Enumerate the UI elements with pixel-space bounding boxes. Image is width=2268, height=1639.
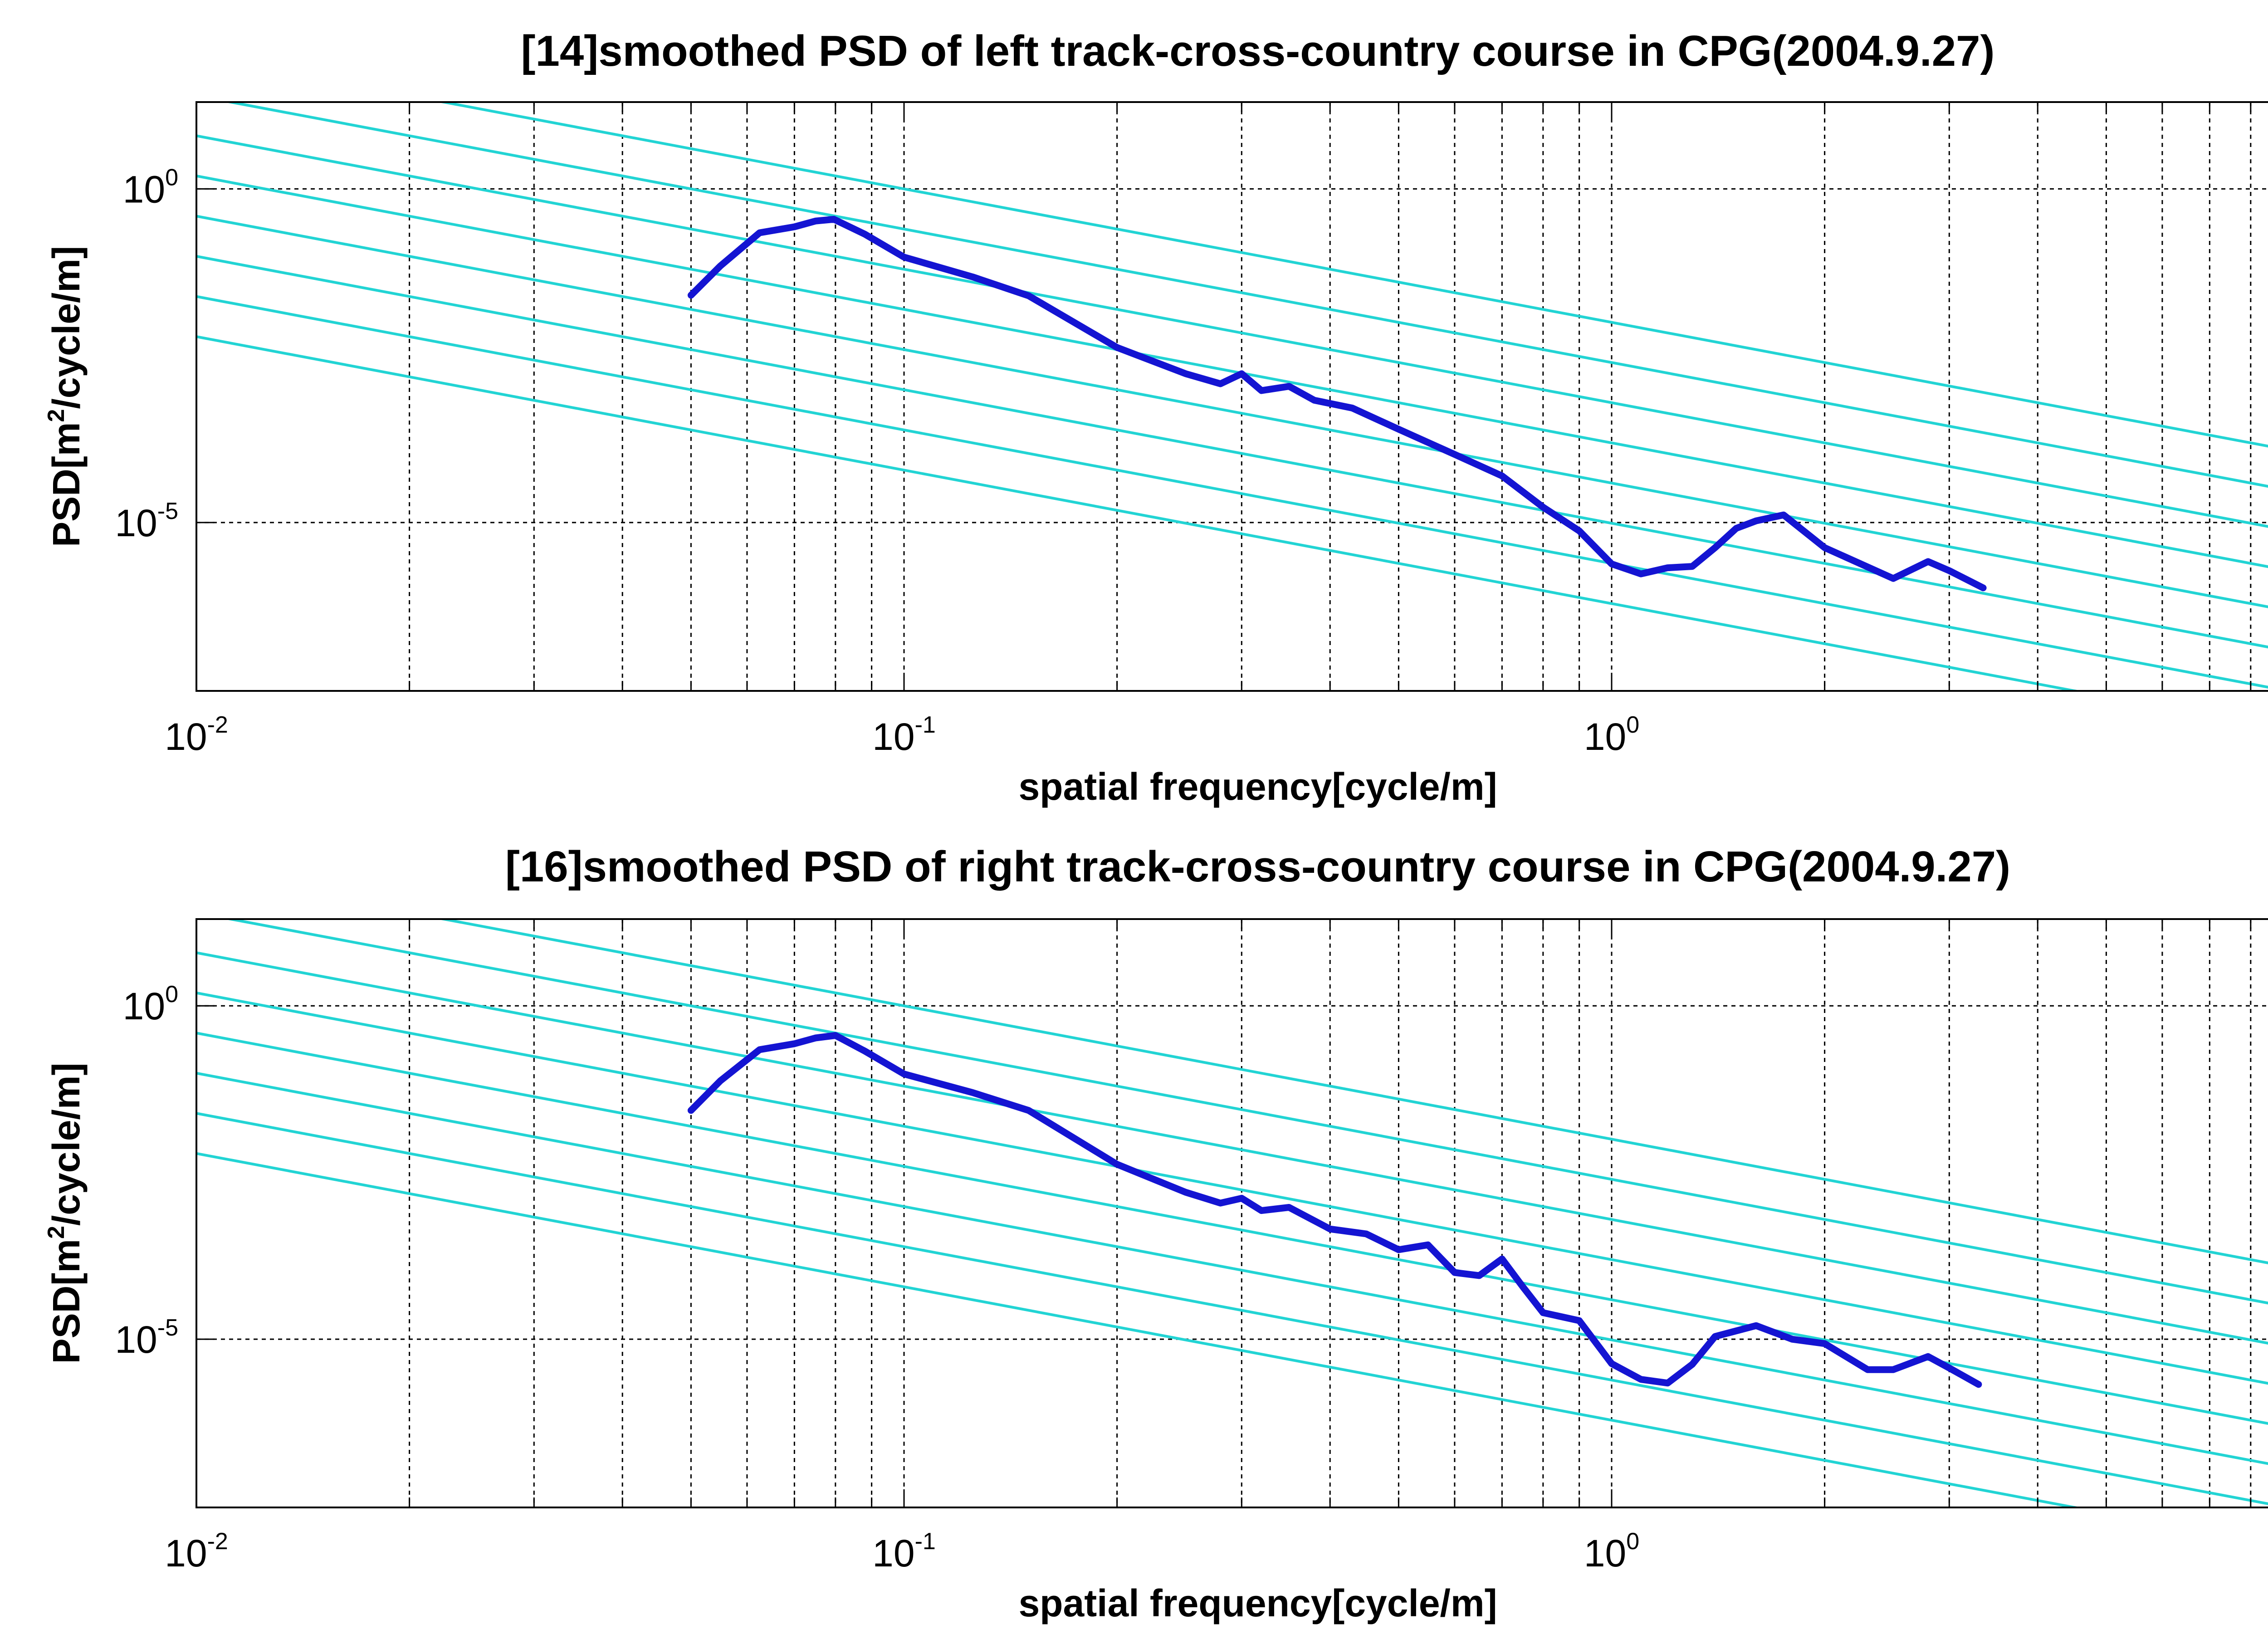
x-grid [409, 919, 2252, 1507]
tick-marks [196, 919, 2252, 1507]
chart-panel-2: 10-210-110010110010-5[16]smoothed PSD of… [43, 842, 2268, 1624]
y-tick-label: 100 [123, 164, 178, 210]
reference-line [196, 255, 2268, 649]
axes-frame [196, 918, 2268, 1508]
chart-panel-1: 10-210-110010110010-5[14]smoothed PSD of… [43, 27, 2268, 808]
x-axis-label: spatial frequency[cycle/m] [1018, 1582, 1497, 1624]
reference-line [196, 1152, 2082, 1507]
x-axis-label: spatial frequency[cycle/m] [1018, 765, 1497, 808]
tick-marks [196, 102, 2252, 691]
reference-line [196, 1071, 2268, 1465]
reference-line [196, 295, 2268, 689]
axes-frame [196, 101, 2268, 692]
x-tick-label: 10-2 [165, 712, 228, 758]
reference-line [223, 102, 2268, 488]
reference-line [196, 134, 2268, 528]
x-tick-label: 100 [1584, 712, 1639, 758]
x-grid [409, 102, 2252, 691]
y-tick-label: 100 [123, 981, 178, 1027]
x-tick-label: 100 [1584, 1528, 1639, 1575]
reference-line [196, 335, 2082, 691]
reference-line [196, 174, 2268, 568]
y-grid [196, 1005, 2268, 1340]
reference-line [436, 919, 2268, 1264]
y-axis-label: PSD[m2/cycle/m] [43, 1063, 88, 1364]
x-tick-label: 10-2 [165, 1528, 228, 1575]
reference-line [196, 951, 2268, 1345]
reference-lines [196, 919, 2268, 1507]
y-axis-label: PSD[m2/cycle/m] [43, 246, 88, 547]
x-tick-label: 10-1 [872, 712, 936, 758]
reference-line [196, 215, 2268, 608]
reference-line [223, 919, 2268, 1305]
x-tick-label: 10-1 [872, 1528, 936, 1575]
y-grid [196, 188, 2268, 524]
reference-line [196, 1112, 2268, 1505]
y-tick-label: 10-5 [115, 498, 178, 544]
psd-series-line [687, 1032, 1982, 1388]
reference-line [436, 102, 2268, 448]
y-tick-label: 10-5 [115, 1315, 178, 1361]
psd-series-line [687, 215, 1987, 592]
reference-line [196, 991, 2268, 1385]
reference-line [196, 1032, 2268, 1425]
chart-title: [14]smoothed PSD of left track-cross-cou… [521, 27, 1995, 75]
reference-lines [196, 102, 2268, 691]
chart-title: [16]smoothed PSD of right track-cross-co… [505, 842, 2010, 891]
